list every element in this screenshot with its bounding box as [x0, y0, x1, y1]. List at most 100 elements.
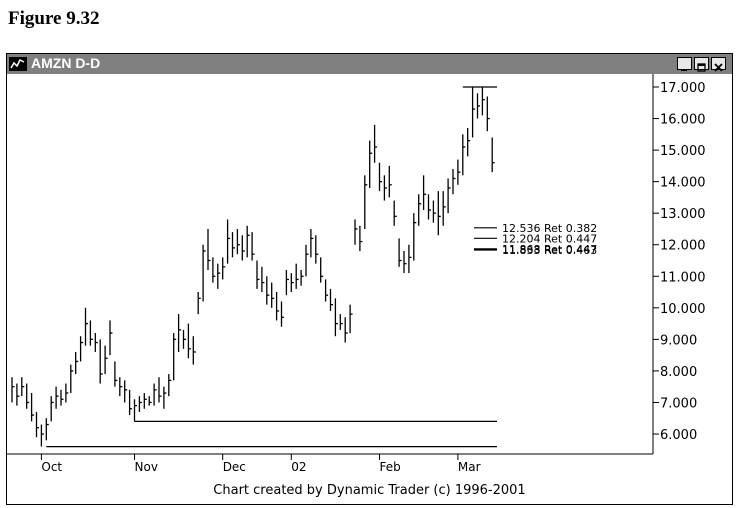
x-tick-label: Nov — [135, 460, 158, 474]
price-bar — [222, 257, 226, 280]
close-icon — [714, 63, 723, 72]
price-bar — [26, 383, 30, 409]
price-bar — [212, 257, 216, 283]
price-bar — [30, 392, 35, 422]
retracement-label: 11.833 Ret 0.463 — [502, 244, 597, 257]
price-bar — [70, 364, 74, 393]
price-bar — [40, 424, 44, 447]
price-bar — [427, 194, 431, 220]
price-bar — [236, 228, 240, 255]
y-tick-label: 17.000 — [660, 81, 706, 96]
price-bar — [320, 257, 324, 283]
price-bar — [364, 175, 368, 229]
price-bar — [275, 292, 280, 321]
price-bar — [413, 213, 417, 261]
price-bar — [442, 191, 446, 226]
price-bar — [177, 314, 182, 352]
price-bar — [124, 380, 128, 403]
price-bar — [89, 320, 93, 346]
price-bar — [398, 238, 402, 267]
horizontal-lines — [46, 86, 497, 448]
price-bars — [11, 87, 495, 447]
price-bar — [471, 87, 476, 138]
price-bar — [359, 225, 363, 252]
retracement-label: 12.536 Ret 0.382 — [502, 222, 597, 235]
price-bar — [300, 269, 304, 286]
price-bar — [383, 175, 387, 201]
price-bar — [55, 386, 59, 409]
y-axis-ticks: 17.000 16.000 15.000 14.000 13.000 12.000 11.0… — [653, 81, 706, 443]
price-bar — [182, 329, 186, 349]
price-bar — [109, 320, 113, 356]
price-bar — [271, 282, 275, 308]
price-bar — [408, 244, 412, 274]
price-bar — [256, 260, 260, 289]
y-tick-label: 11.000 — [660, 270, 706, 285]
y-tick-label: 15.000 — [660, 144, 706, 159]
price-bar — [369, 140, 373, 188]
price-bar — [481, 87, 485, 116]
maximize-icon — [697, 63, 706, 72]
price-bar — [153, 383, 157, 406]
retracement-label: 11.868 Ret 0.447 — [502, 243, 597, 256]
price-bar — [261, 266, 265, 293]
price-bar — [457, 159, 461, 185]
price-bar — [329, 288, 333, 311]
price-bar — [280, 301, 284, 327]
price-bar — [266, 276, 270, 305]
price-bar — [334, 298, 338, 337]
price-bar — [462, 134, 466, 176]
price-bar — [21, 377, 25, 397]
price-bar — [50, 396, 54, 422]
chart-window: AMZN D-D 12.536 Ret 0.382 12.204 Ret 0.44… — [6, 53, 733, 505]
price-bar — [84, 307, 88, 346]
x-tick-label: Oct — [41, 460, 62, 474]
price-bar — [290, 273, 294, 293]
x-tick-label: Mar — [458, 460, 481, 474]
price-bar — [491, 137, 495, 173]
price-bar — [94, 333, 98, 352]
price-bar — [324, 279, 329, 302]
minimize-icon — [681, 69, 687, 71]
price-bar — [75, 351, 79, 375]
price-bar — [158, 377, 162, 403]
price-bar — [163, 386, 167, 409]
y-tick-label: 7.000 — [660, 396, 697, 411]
price-bar — [486, 96, 490, 132]
close-button[interactable] — [711, 57, 726, 72]
price-bar — [476, 93, 480, 119]
price-bar — [168, 374, 172, 397]
price-bar — [138, 396, 142, 412]
price-bar — [447, 178, 451, 214]
price-bar — [418, 194, 422, 226]
price-bar — [133, 399, 137, 422]
retracement-label: 12.204 Ret 0.447 — [502, 232, 597, 245]
price-bar — [35, 411, 39, 438]
minimize-button[interactable] — [677, 57, 692, 71]
price-bar — [16, 383, 20, 406]
price-bar — [202, 244, 206, 302]
price-bar — [295, 263, 299, 289]
maximize-button[interactable] — [694, 57, 709, 72]
y-tick-label: 10.000 — [660, 302, 706, 317]
y-tick-label: 16.000 — [660, 113, 706, 128]
window-titlebar[interactable]: AMZN D-D — [7, 54, 732, 74]
price-bar — [344, 317, 348, 343]
price-bar — [65, 383, 69, 403]
y-tick-label: 8.000 — [660, 365, 697, 380]
price-bar — [226, 219, 231, 264]
price-bar — [241, 235, 245, 261]
price-bar — [45, 418, 49, 441]
price-bar — [315, 235, 319, 264]
chart-app-icon — [9, 57, 27, 71]
y-tick-label: 12.000 — [660, 239, 706, 254]
price-bar — [310, 228, 314, 258]
price-bar — [432, 200, 436, 223]
price-bar — [339, 314, 343, 330]
price-bar — [173, 333, 177, 381]
x-tick-label: 02 — [291, 460, 306, 474]
price-bar — [231, 232, 235, 258]
price-bar — [192, 336, 196, 365]
